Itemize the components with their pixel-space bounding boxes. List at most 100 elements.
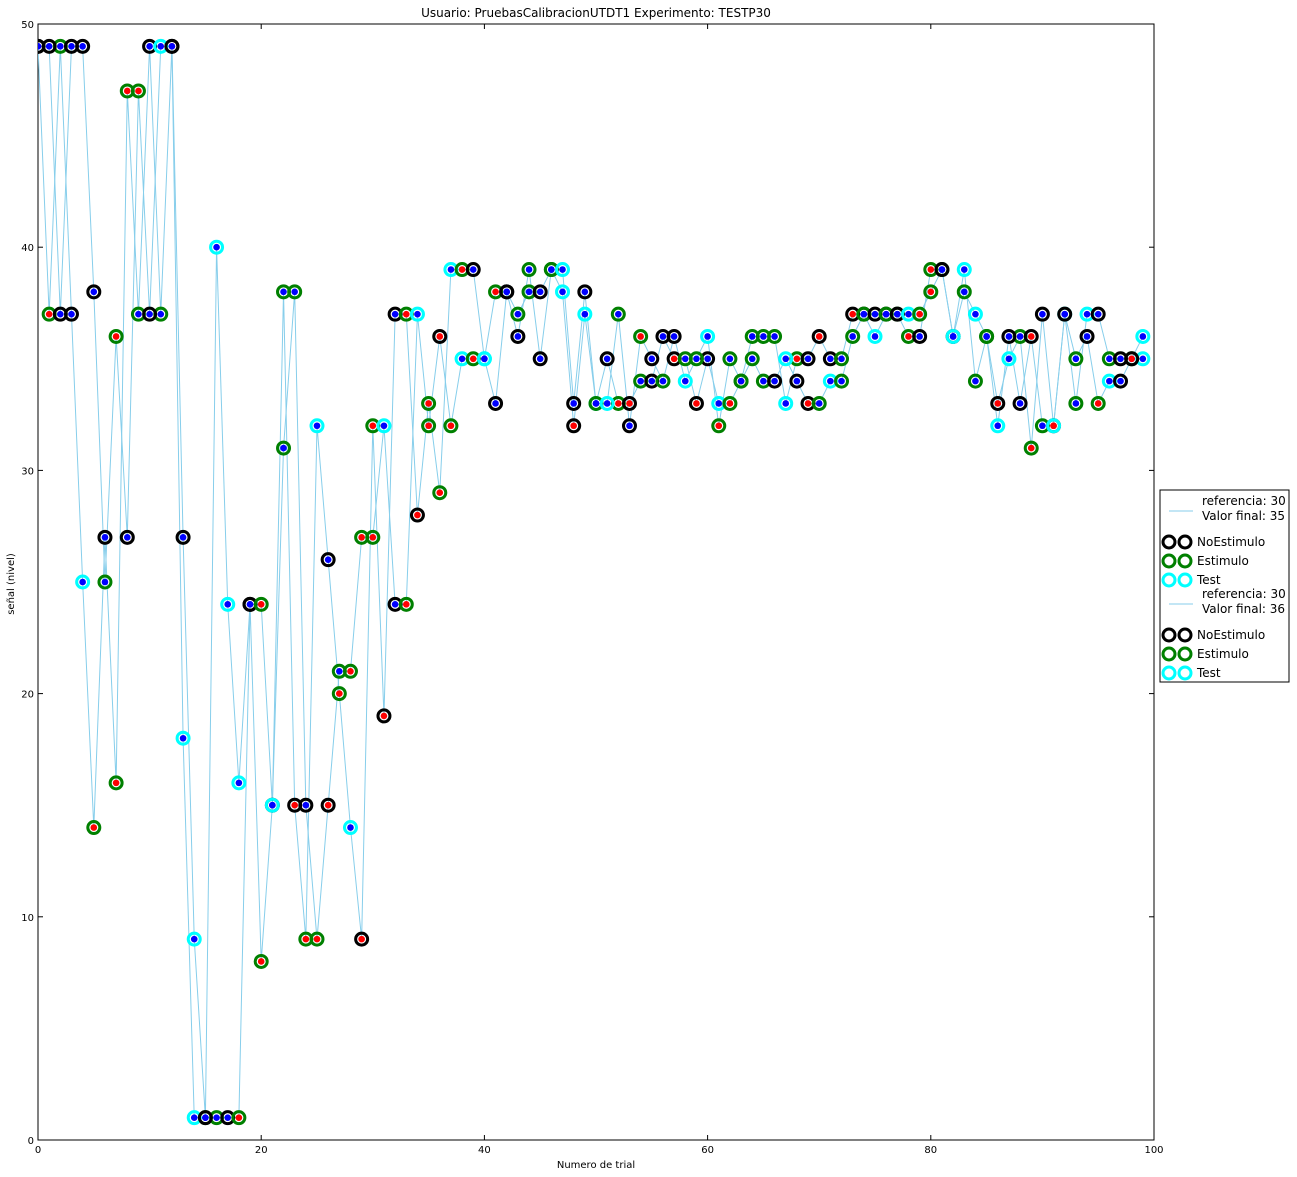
response-dot-s2-t21 xyxy=(269,801,276,809)
ring-test-s1-t84 xyxy=(967,306,983,322)
response-dot-s1-t23 xyxy=(291,801,298,809)
response-dot-s1-t14 xyxy=(190,1114,198,1121)
ring-noestimulo-s1-t94 xyxy=(1079,328,1095,344)
ring-estimulo-s1-t66 xyxy=(767,328,783,344)
response-dot-s2-t64 xyxy=(748,355,756,363)
response-dot-s1-t43 xyxy=(514,333,522,340)
legend-marker-estimulo xyxy=(1161,646,1177,662)
response-dot-s2-t27 xyxy=(336,667,343,675)
response-dot-s1-t35 xyxy=(425,400,432,407)
response-dot-s2-t20 xyxy=(257,601,265,608)
response-dot-s1-t16 xyxy=(213,1114,220,1121)
ring-noestimulo-s2-t36 xyxy=(432,328,448,344)
ring-estimulo-s2-t52 xyxy=(610,306,626,322)
response-dot-s1-t88 xyxy=(1016,333,1024,340)
response-dot-s1-t89 xyxy=(1027,444,1035,452)
response-dot-s1-t57 xyxy=(670,355,678,363)
ring-noestimulo-s2-t10 xyxy=(142,306,158,322)
ring-estimulo-s2-t80 xyxy=(923,284,939,300)
response-dot-s1-t95 xyxy=(1094,400,1102,407)
ring-estimulo-s2-t93 xyxy=(1068,395,1084,411)
legend-marker-noestimulo xyxy=(1161,627,1177,643)
response-dot-s2-t92 xyxy=(1061,310,1069,318)
response-dot-s2-t1 xyxy=(45,43,53,50)
response-dot-s1-t1 xyxy=(45,310,53,318)
response-dot-s1-t44 xyxy=(525,266,533,273)
ring-noestimulo-s1-t51 xyxy=(599,351,615,367)
response-dot-s1-t64 xyxy=(748,333,756,340)
legend-marker-test xyxy=(1177,572,1193,588)
response-dot-s1-t2 xyxy=(57,43,64,50)
legend-marker-noestimulo xyxy=(1177,627,1193,643)
ring-test-s2-t99 xyxy=(1135,328,1151,344)
y-tick-label: 0 xyxy=(28,1136,34,1147)
response-dot-s2-t26 xyxy=(324,801,332,809)
legend-marker-noestimulo xyxy=(1177,534,1193,550)
legend-label-estimulo: Estimulo xyxy=(1197,647,1249,661)
response-dot-s2-t38 xyxy=(458,355,466,363)
response-dot-s1-t38 xyxy=(458,266,466,273)
plot-frame xyxy=(37,23,1155,1141)
response-dot-s1-t62 xyxy=(726,400,734,407)
legend-marker-test xyxy=(1177,665,1193,681)
ring-estimulo-s2-t9 xyxy=(130,83,146,99)
response-dot-s1-t67 xyxy=(782,400,790,407)
response-dot-s2-t65 xyxy=(760,377,767,385)
response-dot-s2-t7 xyxy=(112,333,120,340)
series-group xyxy=(38,38,1151,1126)
ring-noestimulo-s2-t45 xyxy=(532,284,548,300)
response-dot-s2-t85 xyxy=(983,333,990,340)
response-dot-s1-t93 xyxy=(1072,355,1080,363)
response-dot-s1-t3 xyxy=(68,310,75,318)
response-dot-s1-t96 xyxy=(1106,377,1113,385)
ring-estimulo-s2-t20 xyxy=(253,596,269,612)
response-dot-s1-t80 xyxy=(927,266,935,273)
ring-estimulo-s1-t5 xyxy=(86,820,102,836)
response-dot-s1-t37 xyxy=(447,266,455,273)
response-dot-s2-t74 xyxy=(860,310,868,318)
response-dot-s1-t58 xyxy=(681,355,689,363)
y-tick-label: 10 xyxy=(21,913,34,924)
response-dot-s2-t19 xyxy=(246,601,254,608)
ring-test-s2-t58 xyxy=(677,373,693,389)
chart-title: Usuario: PruebasCalibracionUTDT1 Experim… xyxy=(421,6,771,20)
ring-noestimulo-s2-t88 xyxy=(1012,395,1028,411)
response-dot-s2-t42 xyxy=(503,288,511,296)
response-dot-s2-t3 xyxy=(68,43,75,50)
response-dot-s1-t56 xyxy=(659,333,667,340)
response-dot-s1-t72 xyxy=(838,355,845,363)
ring-estimulo-s1-t35 xyxy=(421,395,437,411)
ring-noestimulo-s1-t59 xyxy=(688,395,704,411)
response-dot-s1-t45 xyxy=(536,355,544,363)
response-dot-s2-t25 xyxy=(313,935,321,943)
response-dot-s1-t27 xyxy=(336,690,343,697)
ring-estimulo-s1-t62 xyxy=(722,395,738,411)
response-dot-s2-t71 xyxy=(827,377,834,385)
y-tick-label: 40 xyxy=(21,243,34,254)
ring-test-s1-t28 xyxy=(342,820,358,836)
ring-noestimulo-s2-t41 xyxy=(488,395,504,411)
response-dot-s1-t36 xyxy=(436,489,444,497)
ring-noestimulo-s2-t42 xyxy=(499,284,515,300)
response-dot-s2-t28 xyxy=(347,667,354,675)
response-dot-s2-t81 xyxy=(938,266,946,273)
response-dot-s2-t99 xyxy=(1139,333,1147,340)
response-dot-s2-t80 xyxy=(927,288,935,296)
response-dot-s1-t25 xyxy=(313,422,321,430)
response-dot-s2-t12 xyxy=(168,43,176,50)
response-dot-s2-t30 xyxy=(369,534,377,541)
response-dot-s2-t60 xyxy=(704,333,711,340)
response-dot-s1-t4 xyxy=(79,578,86,586)
x-tick-label: 40 xyxy=(478,1145,491,1156)
ring-test-s1-t13 xyxy=(175,730,191,746)
ring-test-s2-t83 xyxy=(956,262,972,278)
legend-label-noestimulo: NoEstimulo xyxy=(1197,535,1265,549)
response-dot-s1-t71 xyxy=(827,355,834,363)
response-dot-s2-t18 xyxy=(235,779,243,787)
ring-estimulo-s1-t83 xyxy=(956,284,972,300)
ring-test-s2-t51 xyxy=(599,395,615,411)
ring-estimulo-s2-t59 xyxy=(688,351,704,367)
response-dot-s2-t13 xyxy=(179,534,187,541)
response-dot-s2-t46 xyxy=(548,266,555,273)
ring-estimulo-s1-t89 xyxy=(1023,440,1039,456)
